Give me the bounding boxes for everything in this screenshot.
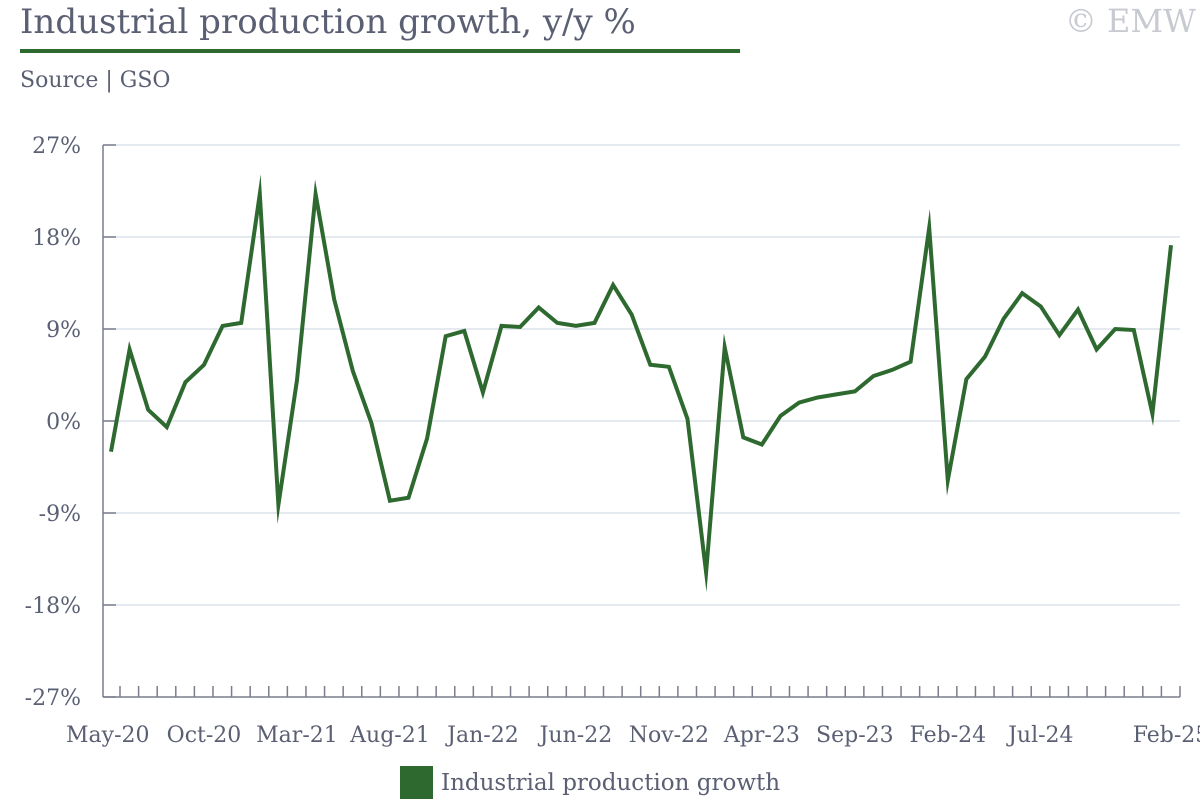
data-point bbox=[797, 401, 801, 405]
series-line-industrial-production bbox=[109, 174, 1173, 593]
data-point bbox=[388, 499, 392, 503]
x-tick-label: Jul-24 bbox=[1006, 723, 1073, 748]
data-point bbox=[314, 192, 318, 196]
data-point bbox=[332, 297, 336, 301]
data-point bbox=[1132, 328, 1136, 332]
data-point bbox=[1057, 333, 1061, 337]
data-point bbox=[1150, 412, 1154, 416]
x-tick-label: Jun-22 bbox=[538, 723, 613, 748]
x-tick-label: Mar-21 bbox=[256, 723, 338, 748]
watermark: © EMW bbox=[1064, 2, 1196, 40]
data-point bbox=[630, 313, 634, 317]
data-point bbox=[648, 363, 652, 367]
y-tick-label: -27% bbox=[25, 686, 81, 711]
data-point bbox=[462, 329, 466, 333]
data-point bbox=[1113, 327, 1117, 331]
data-point bbox=[1039, 305, 1043, 309]
data-point bbox=[574, 324, 578, 328]
data-point bbox=[407, 496, 411, 500]
data-point bbox=[909, 360, 913, 364]
data-point bbox=[500, 324, 504, 328]
data-point bbox=[555, 321, 559, 325]
data-point bbox=[816, 395, 820, 399]
data-point bbox=[481, 390, 485, 394]
data-point bbox=[221, 324, 225, 328]
y-tick-label: 27% bbox=[32, 134, 81, 159]
data-point bbox=[537, 306, 541, 310]
data-point bbox=[1076, 308, 1080, 312]
y-tick-label: 0% bbox=[46, 410, 81, 435]
data-point bbox=[964, 377, 968, 381]
line-chart: 27% 18% 9% 0% -9% -18% -27% May-20 Oct-20 Mar-21 A… bbox=[25, 134, 1200, 748]
data-point bbox=[1095, 347, 1099, 351]
data-point bbox=[685, 417, 689, 421]
y-tick-label: -9% bbox=[39, 502, 81, 527]
x-tick-label: Feb-25 bbox=[1133, 723, 1200, 748]
data-point bbox=[871, 374, 875, 378]
data-point bbox=[295, 378, 299, 382]
data-point bbox=[1020, 291, 1024, 295]
data-point bbox=[704, 570, 708, 574]
data-point bbox=[927, 226, 931, 230]
data-point bbox=[239, 321, 243, 325]
data-point bbox=[369, 421, 373, 425]
data-point bbox=[1002, 317, 1006, 321]
data-point bbox=[946, 478, 950, 482]
data-point bbox=[146, 408, 150, 412]
data-point bbox=[593, 321, 597, 325]
data-point bbox=[778, 414, 782, 418]
x-tick-label: Nov-22 bbox=[629, 723, 709, 748]
data-point bbox=[983, 355, 987, 359]
data-point bbox=[351, 369, 355, 373]
data-point bbox=[1169, 243, 1173, 247]
y-tick-label: -18% bbox=[25, 594, 81, 619]
data-point bbox=[667, 365, 671, 369]
y-tick-label: 9% bbox=[46, 318, 81, 343]
x-tick-label: Jan-22 bbox=[445, 723, 519, 748]
title-underline bbox=[20, 49, 740, 53]
x-tick-label: Feb-24 bbox=[910, 723, 987, 748]
data-point bbox=[890, 368, 894, 372]
data-point bbox=[183, 380, 187, 384]
x-tick-label: Apr-23 bbox=[723, 723, 800, 748]
x-tick-label: Sep-23 bbox=[816, 723, 894, 748]
x-tick-label: Oct-20 bbox=[167, 723, 242, 748]
data-point bbox=[723, 345, 727, 349]
data-point bbox=[741, 435, 745, 439]
data-point bbox=[853, 389, 857, 393]
x-tick-label: May-20 bbox=[66, 723, 150, 748]
legend: Industrial production growth bbox=[400, 765, 780, 800]
x-tick-label: Aug-21 bbox=[349, 723, 430, 748]
legend-label: Industrial production growth bbox=[441, 769, 781, 796]
legend-swatch bbox=[400, 766, 433, 799]
data-point bbox=[518, 325, 522, 329]
data-point bbox=[276, 503, 280, 507]
data-point bbox=[109, 450, 113, 454]
y-tick-label: 18% bbox=[32, 226, 81, 251]
data-point bbox=[760, 443, 764, 447]
data-point bbox=[258, 192, 262, 196]
data-point bbox=[128, 347, 132, 351]
data-point bbox=[202, 363, 206, 367]
data-point bbox=[444, 334, 448, 338]
data-point bbox=[834, 392, 838, 396]
chart-title: Industrial production growth, y/y % bbox=[20, 2, 636, 42]
data-point bbox=[425, 436, 429, 440]
data-point bbox=[611, 283, 615, 287]
data-point bbox=[165, 425, 169, 429]
source-label: Source | GSO bbox=[20, 68, 171, 93]
